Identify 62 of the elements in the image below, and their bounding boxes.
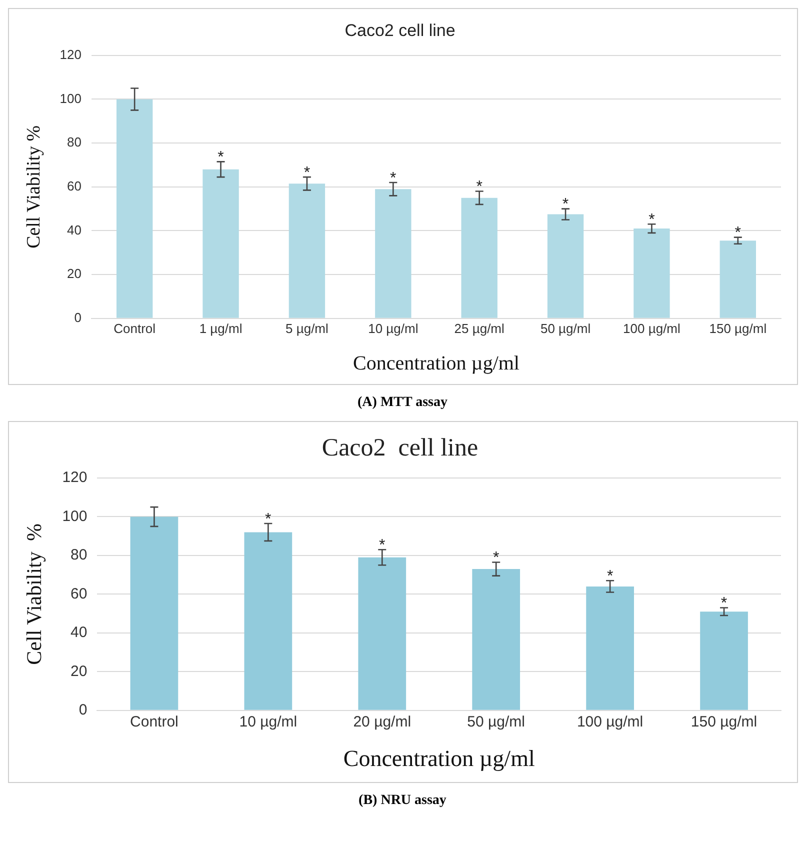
annotation: *: [390, 170, 396, 187]
x-tick-label: 20 µg/ml: [353, 714, 412, 731]
bar: [586, 586, 634, 710]
x-tick-label: 50 µg/ml: [467, 714, 526, 731]
bar: [634, 228, 670, 318]
text: (A) MTT assay: [356, 395, 448, 411]
x-tick-label: 5 µg/ml: [286, 320, 329, 336]
x-axis-title: Concentration µg/ml: [352, 352, 520, 374]
bar: [130, 516, 178, 710]
y-tick-label: 20: [70, 662, 88, 680]
bar: [720, 240, 756, 318]
x-tick-label: Control: [130, 714, 178, 731]
y-axis-title: Cell Viability %: [22, 524, 46, 665]
x-tick-label: 100 µg/ml: [576, 714, 644, 731]
annotation: *: [476, 178, 482, 196]
annotation: *: [218, 149, 224, 166]
y-tick-label: 120: [62, 469, 88, 486]
annotation: *: [720, 595, 728, 612]
bar: [358, 557, 406, 710]
y-tick-label: 120: [60, 46, 82, 62]
y-tick-label: 100: [62, 508, 88, 525]
y-tick-label: 80: [70, 546, 88, 564]
bar: [547, 214, 584, 318]
y-tick-label: 60: [67, 178, 82, 194]
chart-title: Caco2 cell line: [322, 434, 478, 462]
bar: [700, 612, 748, 710]
annotation: *: [734, 224, 742, 242]
chart-title: Caco2 cell line: [344, 20, 456, 40]
y-tick-label: 0: [78, 702, 88, 719]
bar: [461, 198, 498, 318]
x-tick-label: 25 µg/ml: [454, 320, 505, 336]
annotation: *: [606, 568, 614, 586]
annotation: *: [562, 196, 569, 214]
bar: [288, 184, 326, 318]
annotation: *: [379, 537, 386, 554]
y-tick-label: 80: [67, 134, 82, 150]
bar: [116, 99, 153, 318]
x-tick-label: 150 µg/ml: [690, 714, 758, 731]
bar: [202, 169, 239, 318]
x-tick-label: 1 µg/ml: [199, 320, 242, 336]
annotation: *: [304, 164, 310, 182]
x-tick-label: Control: [114, 320, 156, 336]
bar: [375, 189, 412, 318]
x-axis-title: Concentration µg/ml: [343, 746, 535, 772]
y-tick-label: 40: [70, 624, 88, 642]
x-tick-label: 150 µg/ml: [709, 320, 767, 336]
annotation: *: [492, 550, 500, 567]
y-axis-title: Cell Viability %: [23, 125, 44, 248]
x-tick-label: 10 µg/ml: [239, 714, 298, 731]
y-tick-label: 20: [67, 266, 82, 282]
x-tick-label: 10 µg/ml: [368, 320, 418, 336]
annotation: *: [648, 212, 655, 229]
text: (B) NRU assay: [358, 793, 448, 809]
bar: [244, 532, 292, 710]
y-tick-label: 0: [74, 310, 82, 325]
y-tick-label: 60: [70, 585, 88, 602]
x-tick-label: 50 µg/ml: [540, 320, 591, 336]
bar: [472, 569, 520, 710]
x-tick-label: 100 µg/ml: [623, 320, 680, 336]
y-tick-label: 40: [67, 222, 82, 238]
annotation: *: [265, 510, 272, 528]
y-tick-label: 100: [60, 90, 82, 106]
